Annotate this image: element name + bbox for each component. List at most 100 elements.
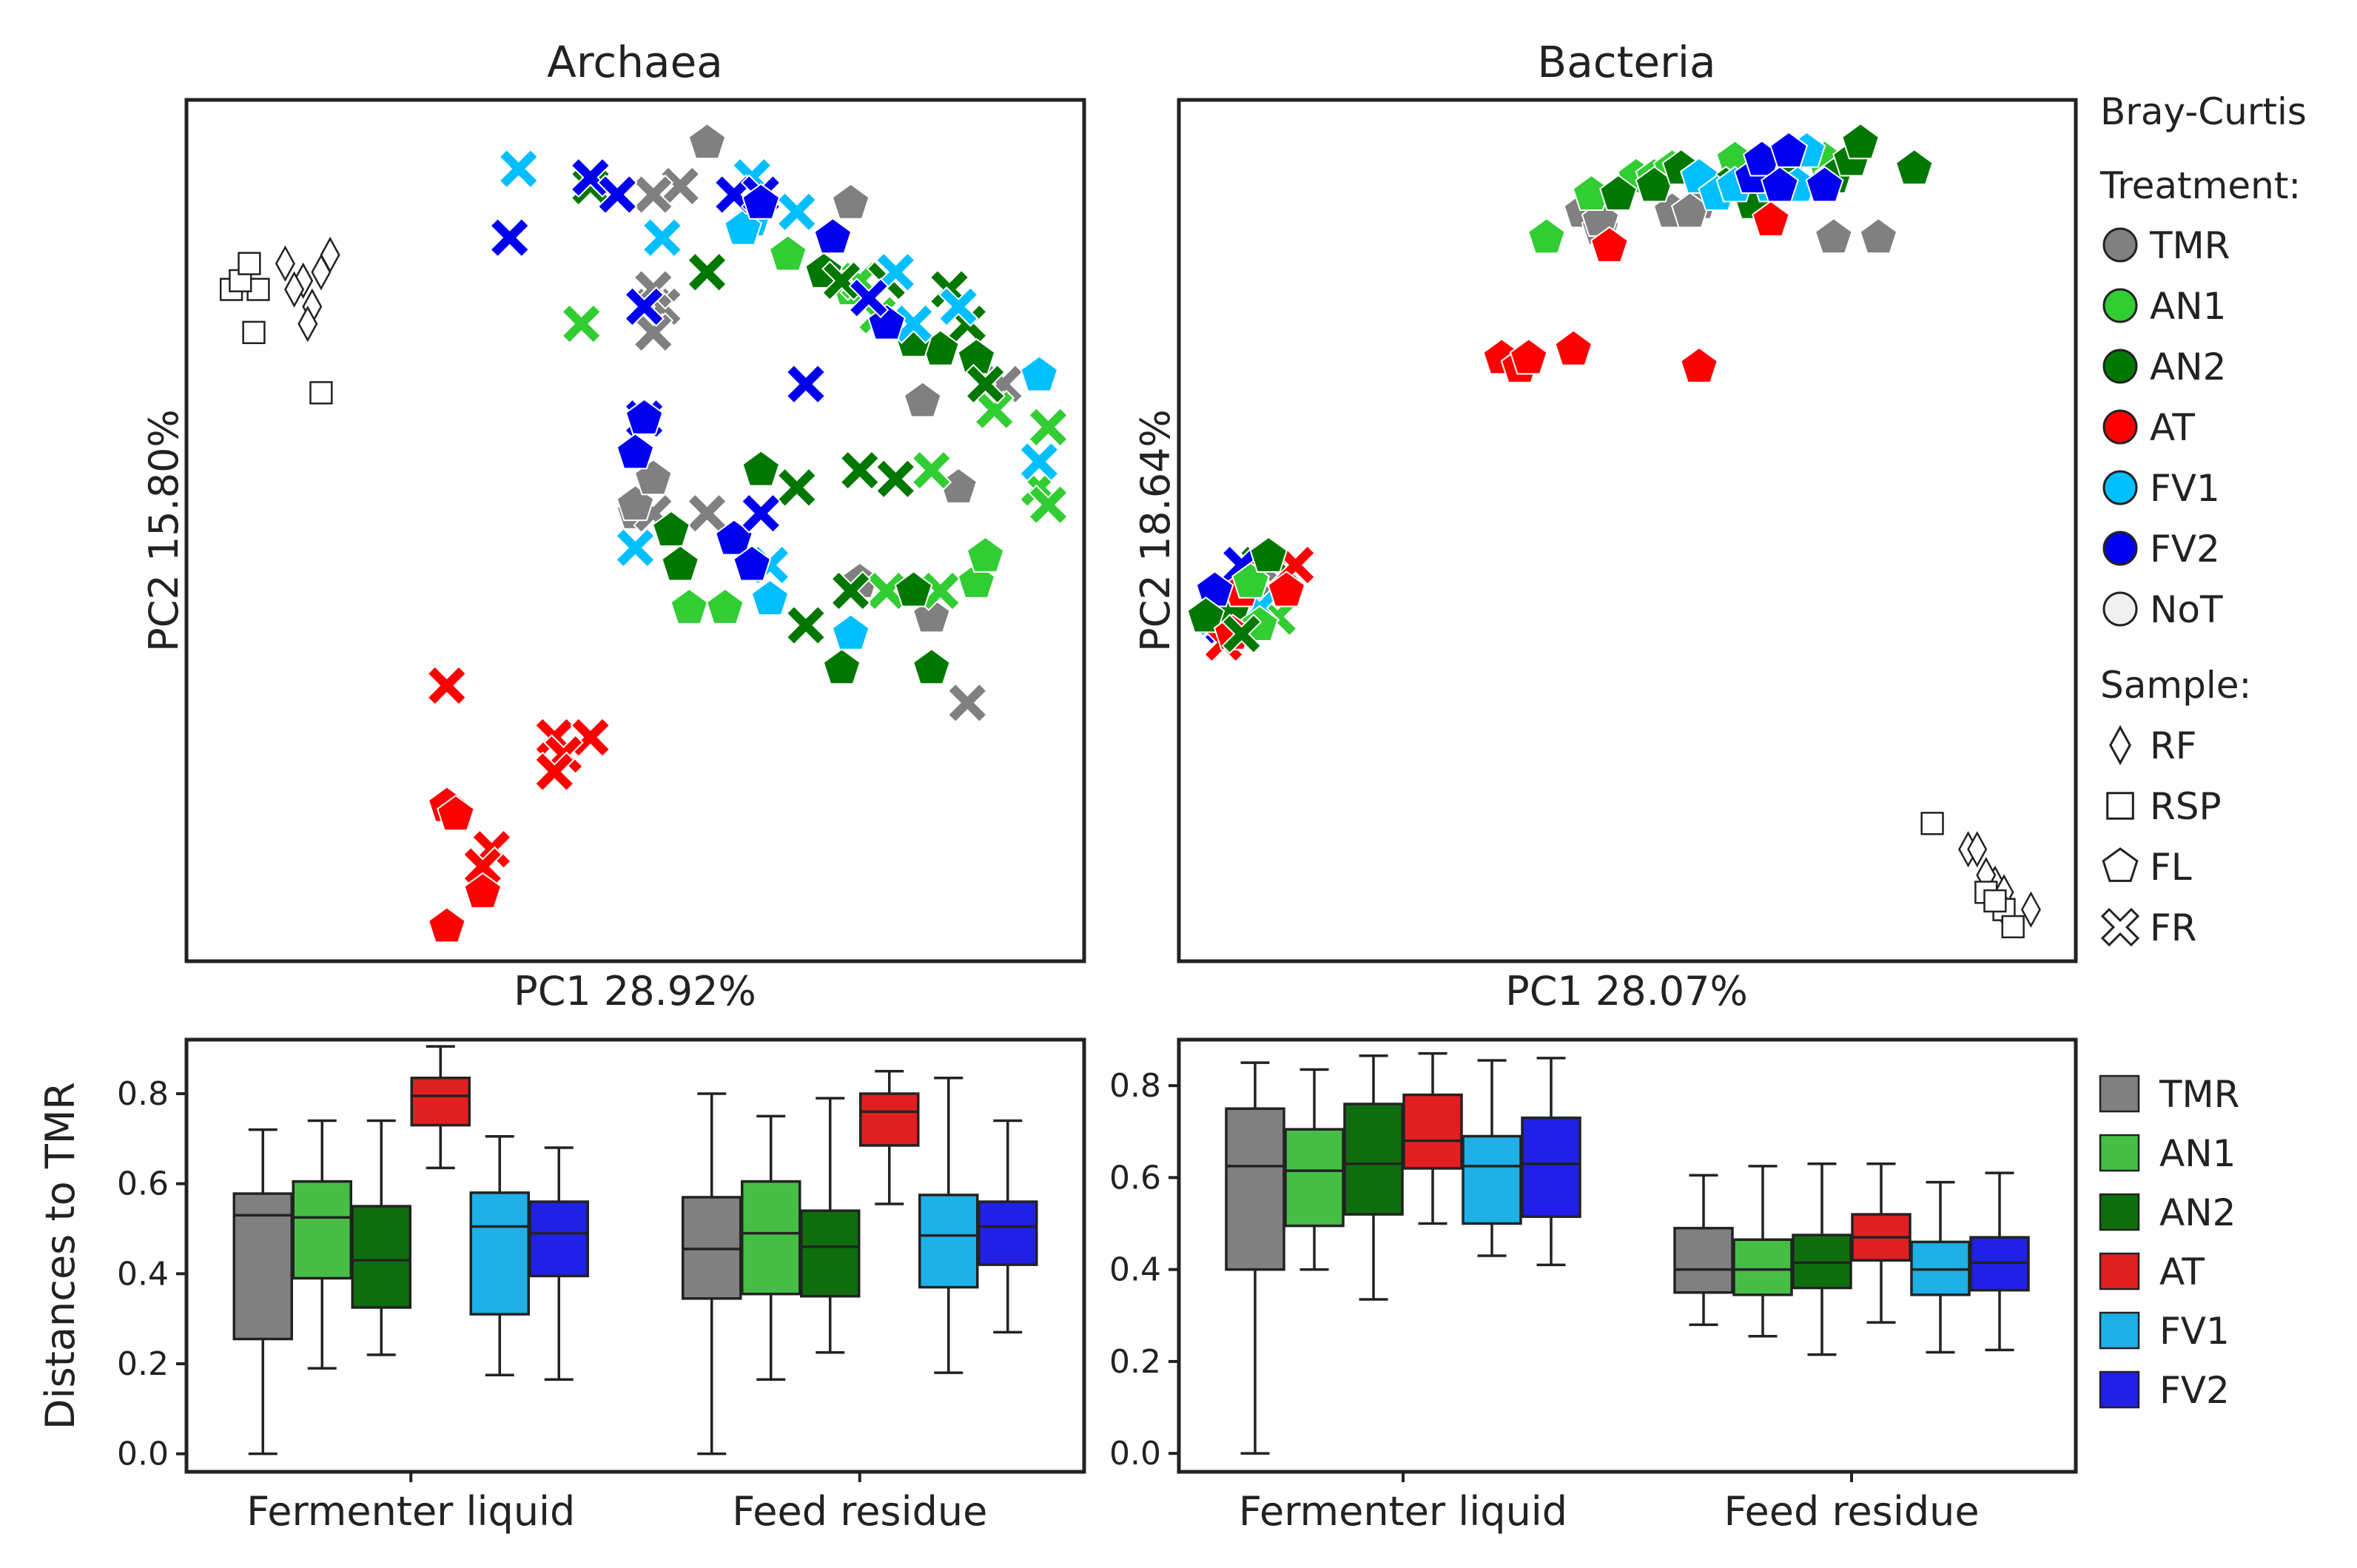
archaea-title: Archaea — [547, 37, 723, 87]
legend-label-rf: RF — [2150, 724, 2197, 767]
point-fv1-fr — [1018, 441, 1060, 482]
point-tmr-fl — [831, 183, 870, 220]
box-fv2 — [528, 1146, 589, 1382]
category-label: Fermenter liquid — [246, 1488, 575, 1535]
point-fv1-fr — [642, 217, 683, 258]
point-not-rsp — [309, 381, 333, 405]
y-tick-label: 0.0 — [117, 1436, 169, 1473]
archaea-boxplots: 0.0 0.2 0.4 0.6 0.8 Fermenter liquid Feed resi… — [117, 1045, 1038, 1535]
box-fv1 — [918, 1076, 979, 1374]
point-tmr-fr — [633, 174, 674, 215]
box-legend-swatch-an1 — [2099, 1134, 2140, 1172]
legend-label-fr: FR — [2150, 906, 2197, 949]
archaea-scatter-panel: Archaea PC1 28.92% PC2 15.80% — [141, 37, 1086, 1015]
box-an1 — [292, 1119, 352, 1370]
point-not-rf — [284, 271, 305, 308]
point-an2-fr — [830, 571, 872, 611]
point-at-fl — [1751, 200, 1790, 238]
point-an2-fl — [652, 510, 690, 548]
point-not-rf — [2020, 891, 2041, 928]
box-fv1 — [1910, 1180, 1971, 1354]
box-legend-label-at: AT — [2159, 1251, 2205, 1293]
point-at-fr — [426, 665, 468, 706]
box-an2 — [1343, 1054, 1404, 1301]
point-an2-fr — [821, 260, 862, 301]
point-an1-fl — [768, 235, 807, 272]
point-fv2-fr — [785, 363, 827, 405]
point-fv1-fl — [1020, 355, 1059, 392]
category-label: Feed residue — [732, 1488, 987, 1535]
point-at-fl — [1554, 329, 1593, 366]
point-tmr-fl — [1814, 217, 1853, 255]
point-an2-fl — [894, 571, 933, 608]
point-an2-fr — [687, 252, 727, 293]
legend-swatch-not — [2102, 591, 2138, 627]
point-an1-fr — [561, 303, 602, 345]
point-an2-fl — [742, 450, 781, 487]
legend-swatch-fv1 — [2102, 470, 2138, 505]
box-tmr — [232, 1128, 293, 1456]
point-at-fl — [436, 794, 475, 832]
legend-marker-fl — [2102, 847, 2139, 882]
point-an2-fr — [776, 467, 818, 508]
point-an1-fl — [705, 588, 744, 625]
point-not-rsp — [1920, 812, 1944, 835]
box-legend-label-tmr: TMR — [2159, 1073, 2239, 1116]
point-fv2-fl — [813, 217, 853, 255]
archaea-boxplot-panel: 0.0 0.2 0.4 0.6 0.8 Fermenter liquid Feed resi… — [37, 1037, 1086, 1535]
archaea-points — [219, 122, 1069, 943]
box-legend-swatch-at — [2099, 1252, 2140, 1291]
point-fv2-fr — [596, 174, 638, 215]
archaea-x-axis-label: PC1 28.92% — [514, 968, 756, 1015]
point-fv1-fr — [615, 527, 656, 568]
point-an2-fl — [1841, 122, 1880, 160]
y-tick-label: 0.6 — [1109, 1159, 1161, 1197]
point-not-rsp — [238, 252, 261, 275]
legend-marker-fr — [2100, 907, 2140, 947]
point-an1-fr — [1028, 484, 1069, 525]
box-fv2 — [978, 1119, 1038, 1334]
point-fv2-fl — [742, 183, 781, 220]
point-at-fr — [534, 751, 575, 793]
point-an1-fr — [974, 389, 1015, 431]
box-fv2 — [1521, 1057, 1581, 1267]
point-an1-fl — [670, 588, 709, 625]
archaea-frame — [184, 98, 1086, 963]
bacteria-boxplot-panel: 0.0 0.2 0.4 0.6 0.8 Fermenter liquid Feed resi… — [1109, 1037, 2078, 1535]
box-legend-swatch-an2 — [2099, 1193, 2140, 1231]
point-an1-fr — [920, 571, 961, 611]
point-not-rf — [1967, 831, 1988, 868]
point-tmr-fr — [947, 682, 988, 724]
point-not-rsp — [1983, 889, 2007, 913]
point-an2-fl — [1598, 174, 1638, 212]
point-fv2-fr — [489, 217, 531, 258]
y-tick-label: 0.4 — [1109, 1251, 1161, 1289]
bacteria-points — [1186, 122, 2041, 939]
point-tmr-fl — [1859, 217, 1898, 255]
y-tick-label: 0.6 — [117, 1165, 169, 1203]
box-tmr — [1673, 1174, 1734, 1326]
point-fv1-fr — [893, 303, 934, 345]
point-at-fl — [1680, 346, 1718, 383]
point-not-rsp — [2001, 915, 2025, 939]
legend-treatment-title: Treatment: — [2099, 164, 2301, 207]
point-fv2-fl — [733, 545, 772, 582]
bacteria-title: Bacteria — [1537, 37, 1715, 87]
point-an2-fl — [822, 647, 861, 685]
point-not-rf — [275, 245, 295, 282]
point-at-fl — [1590, 226, 1629, 263]
boxplot-legend: TMR AN1 AN2 AT FV1 FV2 — [2099, 1073, 2239, 1412]
box-an2 — [351, 1119, 411, 1356]
legend-marker-rsp — [2106, 792, 2134, 820]
legend-sample-title: Sample: — [2100, 664, 2251, 707]
y-tick-label: 0.2 — [1109, 1343, 1161, 1381]
point-at-fr — [570, 716, 611, 758]
legend-label-fl: FL — [2150, 846, 2192, 889]
point-an2-fl — [661, 545, 700, 582]
legend-swatch-an2 — [2102, 349, 2138, 384]
point-an2-fl — [1249, 536, 1288, 573]
point-an2-fl — [1186, 596, 1225, 633]
box-tmr — [682, 1092, 742, 1456]
box-at — [410, 1045, 471, 1170]
